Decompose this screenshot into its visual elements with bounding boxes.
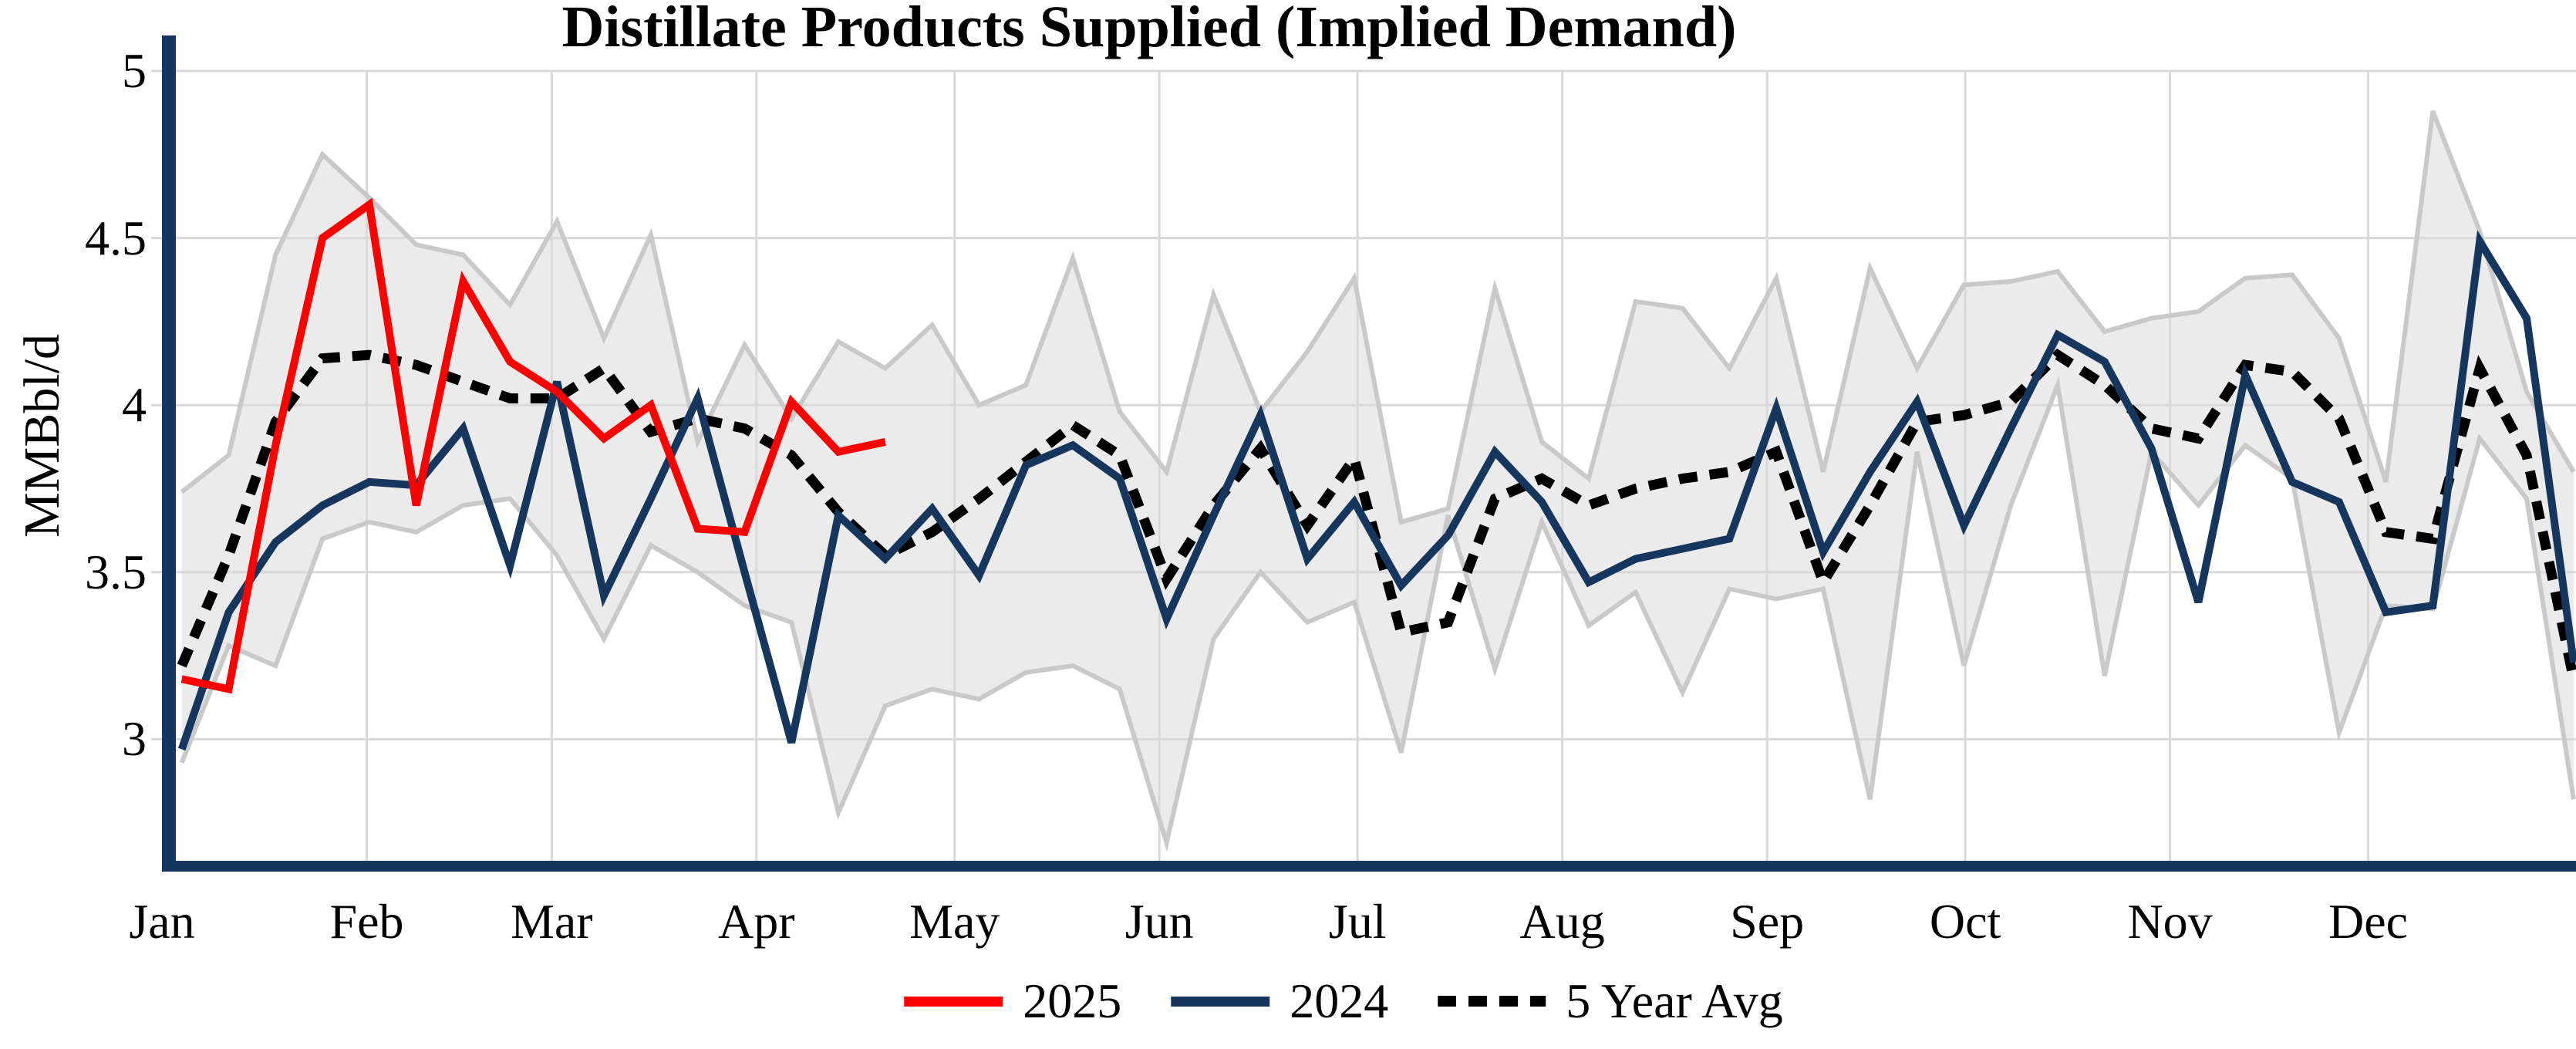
x-tick-label-Jun: Jun <box>1124 894 1194 949</box>
legend-label-2024: 2024 <box>1290 973 1389 1028</box>
line-2025 <box>180 197 886 694</box>
x-tick-label-Apr: Apr <box>718 894 795 949</box>
legend-item-2024: 2024 <box>1171 970 1388 1032</box>
legend-swatch-2025-line-icon <box>904 996 1003 1007</box>
x-tick-label-Aug: Aug <box>1519 894 1605 949</box>
legend-swatch-2024-line-icon <box>1171 996 1270 1007</box>
y-tick-label-4.5: 4.5 <box>85 210 147 265</box>
legend-label-5yr-avg: 5 Year Avg <box>1566 973 1783 1028</box>
legend: 2025 2024 5 Year Avg <box>904 970 1783 1032</box>
line-2024 <box>177 230 2576 751</box>
y-axis-line <box>162 35 176 872</box>
five-year-range-band <box>181 111 2574 843</box>
band-lower-edge <box>179 376 2576 852</box>
x-axis-line <box>162 861 2576 872</box>
band-upper-edge <box>180 110 2576 525</box>
legend-swatch-5yr-avg-dotted-icon <box>1438 996 1546 1007</box>
x-tick-label-Jul: Jul <box>1328 894 1387 949</box>
y-tick-label-5: 5 <box>122 43 147 98</box>
x-tick-label-Nov: Nov <box>2127 894 2213 949</box>
x-tick-label-May: May <box>909 894 1000 949</box>
x-tick-label-Sep: Sep <box>1730 894 1805 949</box>
x-tick-label-Oct: Oct <box>1929 894 2001 949</box>
y-tick-label-3: 3 <box>122 711 147 767</box>
x-tick-label-Mar: Mar <box>510 894 593 949</box>
x-tick-label-Jan: Jan <box>129 894 195 949</box>
y-tick-label-3.5: 3.5 <box>85 544 147 599</box>
x-tick-label-Feb: Feb <box>329 894 404 949</box>
chart-title: Distillate Products Supplied (Implied De… <box>561 0 1737 59</box>
x-tick-label-Dec: Dec <box>2328 894 2409 949</box>
legend-item-2025: 2025 <box>904 970 1121 1032</box>
y-tick-label-4: 4 <box>122 377 147 433</box>
legend-item-5yr-avg: 5 Year Avg <box>1438 970 1783 1032</box>
legend-label-2025: 2025 <box>1023 973 1122 1028</box>
